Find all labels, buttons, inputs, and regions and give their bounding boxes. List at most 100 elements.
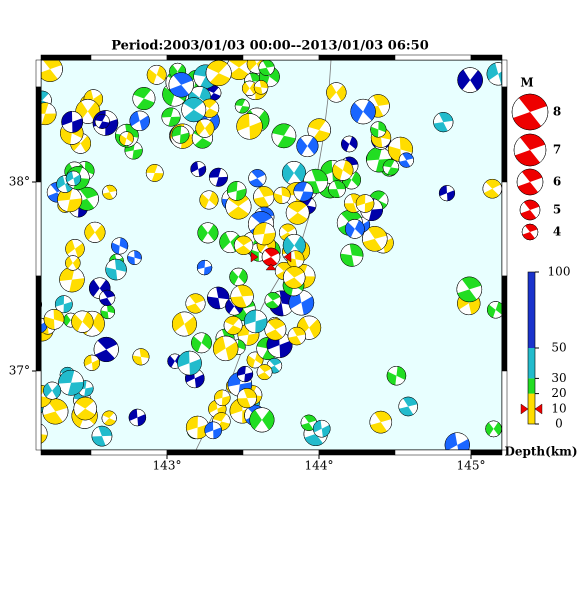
depth-tick-label: 0 [555, 417, 563, 431]
main-event [261, 247, 281, 267]
ball-quadrant [237, 388, 257, 408]
ball-quadrant [105, 259, 127, 281]
focal-mechanism [71, 310, 94, 333]
ball-outline [146, 64, 167, 85]
ball-quadrant [102, 410, 116, 426]
depth-tick-label: 20 [551, 386, 566, 400]
ball-quadrant [287, 201, 308, 225]
ball-outline [212, 335, 239, 362]
ball-quadrant [286, 250, 305, 268]
ball-outline [487, 301, 502, 319]
ball-outline [132, 87, 156, 111]
focal-mechanism [41, 60, 63, 82]
ball-outline [370, 121, 387, 138]
ball-quadrant [84, 223, 106, 242]
focal-mechanism [214, 389, 231, 407]
ball-outline [191, 332, 212, 354]
focal-mechanism [341, 135, 358, 153]
ball-outline [234, 98, 250, 114]
ball-quadrant [197, 224, 219, 242]
focal-mechanism [128, 408, 147, 427]
ball-quadrant [246, 352, 264, 368]
focal-mechanism [234, 98, 250, 114]
focal-mechanism [485, 420, 502, 438]
ball-outline [252, 222, 276, 246]
focal-mechanism [73, 396, 97, 421]
magnitude-label: 8 [553, 105, 561, 119]
focal-mechanism [253, 186, 275, 208]
ball-quadrant [235, 98, 250, 114]
frame-bar [35, 59, 42, 88]
ball-quadrant [59, 267, 85, 293]
ball-outline [256, 364, 273, 381]
depth-band [528, 272, 535, 348]
frame-bar [40, 54, 92, 61]
focal-mechanism [233, 235, 254, 255]
ball-quadrant [293, 181, 314, 202]
ball-quadrant [41, 385, 52, 408]
ball-outline [65, 170, 82, 187]
ball-quadrant [186, 293, 205, 314]
ball-quadrant [253, 186, 275, 208]
focal-mechanism [43, 309, 65, 330]
ball-outline [264, 318, 287, 341]
ball-outline [171, 125, 190, 144]
ball-quadrant [41, 423, 48, 444]
ball-quadrant [485, 422, 502, 436]
focal-mechanism [370, 121, 387, 138]
ball-outline [332, 159, 354, 181]
focal-mechanism [100, 304, 116, 320]
lat-label: 37° [9, 364, 30, 378]
frame-bar [242, 54, 320, 61]
ball-outline [237, 388, 257, 409]
ball-outline [102, 184, 118, 200]
ball-outline [204, 421, 222, 440]
ball-outline [226, 181, 247, 201]
ball-quadrant [224, 316, 242, 335]
ball-outline [199, 190, 219, 210]
focal-mechanism [241, 80, 258, 96]
ball-quadrant [228, 60, 250, 80]
ball-quadrant [57, 187, 82, 212]
focal-mechanism [398, 396, 418, 417]
ball-quadrant [95, 337, 118, 362]
ball-quadrant [161, 107, 181, 127]
focal-mechanism [207, 286, 230, 310]
focal-mechanism [293, 181, 314, 202]
frame-bar [35, 370, 42, 451]
ball-quadrant [383, 159, 399, 176]
ball-quadrant [483, 179, 501, 199]
ball-quadrant [227, 181, 247, 201]
focal-mechanism [282, 233, 306, 257]
ball-quadrant [439, 185, 455, 201]
focal-mechanism [204, 421, 222, 440]
focal-mechanism [345, 219, 365, 239]
ball-outline [303, 168, 329, 194]
frame-bar [501, 370, 508, 451]
ball-outline [521, 223, 539, 241]
lon-label: 144° [305, 459, 334, 473]
focal-mechanism [208, 167, 228, 187]
lon-label: 143° [153, 459, 182, 473]
ball-outline [345, 219, 365, 239]
focal-mechanism [205, 60, 232, 87]
focal-mechanism [99, 289, 116, 307]
frame-bar [35, 181, 42, 277]
ball-outline [326, 82, 347, 103]
ball-quadrant [370, 411, 392, 434]
magnitude-label: 4 [553, 225, 561, 239]
ball-quadrant [213, 336, 239, 361]
focal-mechanism [161, 107, 181, 127]
frame-bar [40, 449, 92, 456]
ball-quadrant [61, 111, 83, 133]
ball-outline [236, 365, 254, 383]
focal-mechanism [253, 80, 269, 95]
focal-mechanism [181, 97, 207, 123]
ball-quadrant [199, 191, 219, 209]
magnitude-label: 6 [553, 175, 561, 189]
ball-quadrant [244, 309, 268, 333]
depth-tick-label: 100 [548, 265, 571, 279]
ball-quadrant [235, 235, 252, 255]
ball-outline [168, 72, 194, 98]
frame-bar [90, 449, 168, 456]
